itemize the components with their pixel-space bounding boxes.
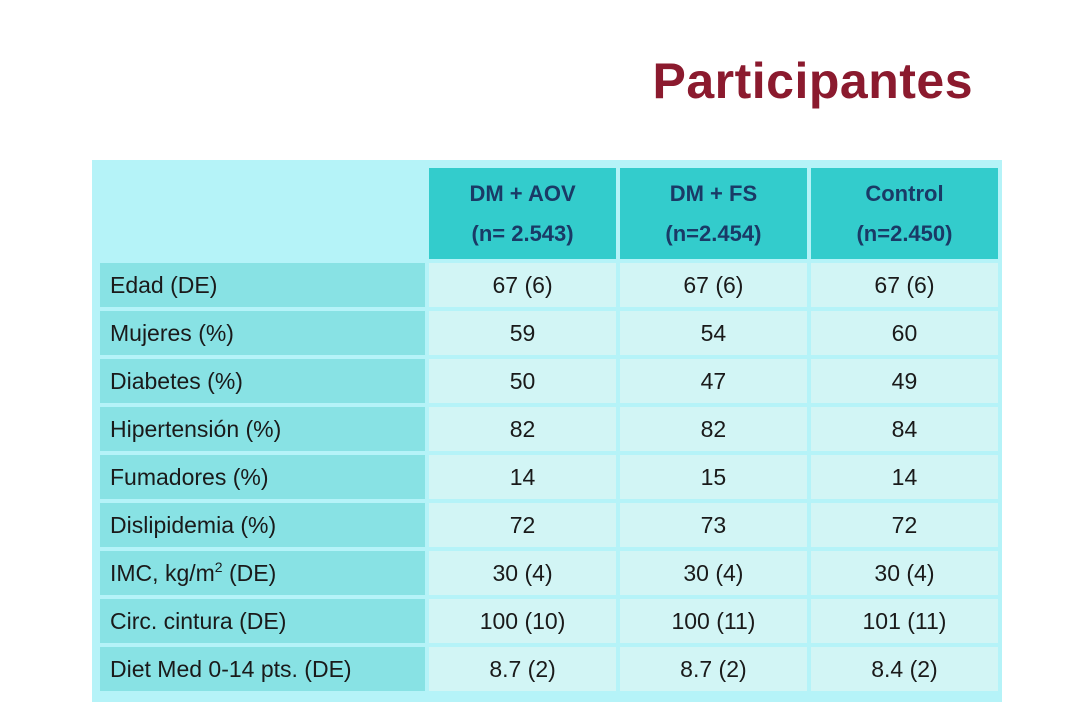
column-header-control: Control (n=2.450) <box>810 168 998 259</box>
table-cell: 67 (6) <box>810 263 998 307</box>
table-cell: 30 (4) <box>429 551 616 595</box>
table-cell: 50 <box>429 359 616 403</box>
table-cell: 67 (6) <box>619 263 807 307</box>
table-cell: 49 <box>810 359 998 403</box>
table-row: Diabetes (%) 50 47 49 <box>100 359 998 403</box>
table-row: Diet Med 0-14 pts. (DE) 8.7 (2) 8.7 (2) … <box>100 647 998 691</box>
row-label: Mujeres (%) <box>100 311 426 355</box>
table-cell: 14 <box>429 455 616 499</box>
table-cell: 100 (11) <box>619 599 807 643</box>
table-row: Mujeres (%) 59 54 60 <box>100 311 998 355</box>
row-label: Diabetes (%) <box>100 359 426 403</box>
column-header-dm-aov: DM + AOV (n= 2.543) <box>429 168 616 259</box>
participants-table-container: DM + AOV (n= 2.543) DM + FS (n=2.454) Co… <box>92 160 1002 702</box>
row-label-suffix: (DE) <box>222 559 277 586</box>
row-label: Fumadores (%) <box>100 455 426 499</box>
table-cell: 67 (6) <box>429 263 616 307</box>
row-label: Hipertensión (%) <box>100 407 426 451</box>
table-cell: 72 <box>429 503 616 547</box>
table-cell: 8.7 (2) <box>619 647 807 691</box>
table-cell: 15 <box>619 455 807 499</box>
table-cell: 59 <box>429 311 616 355</box>
row-label: Circ. cintura (DE) <box>100 599 426 643</box>
table-cell: 30 (4) <box>619 551 807 595</box>
table-cell: 8.7 (2) <box>429 647 616 691</box>
column-header-n: (n=2.450) <box>856 220 953 246</box>
row-label-prefix: IMC, kg/m <box>110 559 215 586</box>
table-cell: 14 <box>810 455 998 499</box>
row-label: Diet Med 0-14 pts. (DE) <box>100 647 426 691</box>
row-label: Dislipidemia (%) <box>100 503 426 547</box>
row-label: IMC, kg/m2 (DE) <box>100 551 426 595</box>
table-cell: 84 <box>810 407 998 451</box>
column-header-n: (n= 2.543) <box>471 220 574 246</box>
column-header-name: DM + FS <box>669 180 758 206</box>
table-cell: 101 (11) <box>810 599 998 643</box>
table-cell: 72 <box>810 503 998 547</box>
page-title: Participantes <box>652 53 973 109</box>
table-cell: 47 <box>619 359 807 403</box>
table-row: Circ. cintura (DE) 100 (10) 100 (11) 101… <box>100 599 998 643</box>
table-corner-cell <box>100 168 425 259</box>
table-row: IMC, kg/m2 (DE) 30 (4) 30 (4) 30 (4) <box>100 551 998 595</box>
table-row: Edad (DE) 67 (6) 67 (6) 67 (6) <box>100 263 998 307</box>
table-cell: 8.4 (2) <box>810 647 998 691</box>
column-header-name: Control <box>865 180 944 206</box>
column-header-name: DM + AOV <box>469 180 576 206</box>
table-cell: 100 (10) <box>429 599 616 643</box>
participants-table: DM + AOV (n= 2.543) DM + FS (n=2.454) Co… <box>96 164 1002 695</box>
table-header-row: DM + AOV (n= 2.543) DM + FS (n=2.454) Co… <box>100 168 998 259</box>
table-cell: 60 <box>810 311 998 355</box>
table-row: Fumadores (%) 14 15 14 <box>100 455 998 499</box>
column-header-dm-fs: DM + FS (n=2.454) <box>619 168 807 259</box>
row-label-superscript: 2 <box>214 558 223 575</box>
table-cell: 30 (4) <box>810 551 998 595</box>
table-cell: 54 <box>619 311 807 355</box>
table-cell: 73 <box>619 503 807 547</box>
table-cell: 82 <box>429 407 616 451</box>
column-header-n: (n=2.454) <box>665 220 762 246</box>
table-row: Dislipidemia (%) 72 73 72 <box>100 503 998 547</box>
table-cell: 82 <box>619 407 807 451</box>
row-label: Edad (DE) <box>100 263 426 307</box>
table-row: Hipertensión (%) 82 82 84 <box>100 407 998 451</box>
